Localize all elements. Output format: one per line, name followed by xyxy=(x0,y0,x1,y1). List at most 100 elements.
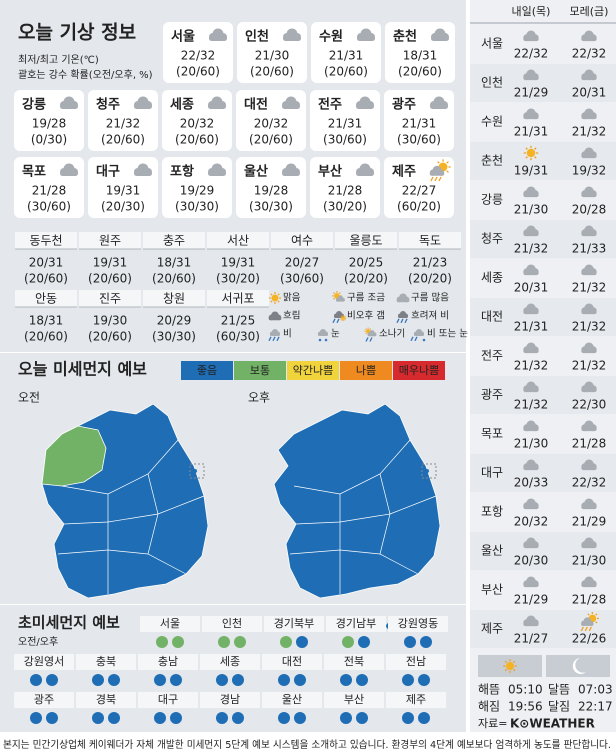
cloud-part xyxy=(356,104,374,109)
city-temp: 19/28 xyxy=(254,184,289,198)
dust-level xyxy=(393,361,445,380)
cloud-part xyxy=(523,387,539,393)
cell-header xyxy=(79,232,141,249)
cloud-part xyxy=(413,333,425,336)
dust-dot xyxy=(232,674,244,686)
map-inset xyxy=(421,463,437,479)
cell-header xyxy=(15,290,77,307)
forecast-temp: 21/29 xyxy=(572,515,607,529)
cloud-part xyxy=(283,36,301,41)
cloud-part xyxy=(523,582,539,588)
sun-ray xyxy=(534,147,537,150)
map-inset xyxy=(189,463,205,479)
forecast-city: 강릉 xyxy=(481,193,503,207)
forecast-temp: 20/31 xyxy=(514,281,549,295)
region-name: 충남 xyxy=(158,655,178,668)
sun-ray xyxy=(344,319,346,321)
dust-map xyxy=(273,403,441,632)
map-island xyxy=(425,469,429,473)
small-city-temp: 20/29 xyxy=(157,314,192,328)
page-title: 오늘 기상 정보 xyxy=(18,22,136,44)
sun-ray xyxy=(446,170,449,173)
legend-label: 구름 많음 xyxy=(411,293,449,304)
weather-icon xyxy=(523,537,539,549)
cloud-part xyxy=(367,333,377,337)
astro-time: 19:56 xyxy=(508,700,543,714)
weather-icon xyxy=(523,303,539,315)
section-title: 오늘 미세먼지 예보 xyxy=(18,360,147,379)
cloud-part xyxy=(523,36,539,42)
dust-dot xyxy=(30,674,42,686)
region-name: 경기북부 xyxy=(274,617,314,630)
city-rain: (20/60) xyxy=(250,65,294,79)
dust-dot xyxy=(108,674,120,686)
city-rain: (20/60) xyxy=(398,65,442,79)
dust-dot xyxy=(170,674,182,686)
cloud-part xyxy=(208,171,226,176)
cell-header xyxy=(143,232,205,249)
cloud-part xyxy=(523,543,539,549)
region-header xyxy=(264,616,324,632)
astro-time: 05:10 xyxy=(508,683,543,697)
cloud-part xyxy=(268,316,282,321)
city-rain: (20/60) xyxy=(249,133,293,147)
weather-icon xyxy=(581,30,597,42)
forecast-temp: 21/31 xyxy=(514,320,549,334)
cloud-part xyxy=(523,348,539,354)
dust-dot xyxy=(418,712,430,724)
cell-header xyxy=(335,232,397,249)
cell-header xyxy=(207,290,269,307)
city-rain: (30/60) xyxy=(397,133,441,147)
sun-ray xyxy=(595,621,598,624)
weather-icon xyxy=(523,420,539,432)
region-name: 울산 xyxy=(282,693,302,706)
region-name: 경남 xyxy=(220,693,240,706)
city-temp: 21/28 xyxy=(328,184,363,198)
flake xyxy=(324,338,328,342)
section-title: 초미세먼지 예보 xyxy=(18,614,120,632)
forecast-city: 대구 xyxy=(481,466,503,480)
cloud-part xyxy=(269,333,281,336)
region-name: 대전 xyxy=(282,655,302,668)
dust-dot xyxy=(156,636,168,648)
forecast-temp: 22/30 xyxy=(572,398,607,412)
small-city-temp: 20/25 xyxy=(349,256,384,270)
drop xyxy=(588,626,592,632)
dust-dot xyxy=(278,712,290,724)
city-name: 포항 xyxy=(170,164,194,180)
weather-icon xyxy=(581,420,597,432)
sun-ray xyxy=(595,613,598,616)
drop xyxy=(584,626,588,632)
weather-icon xyxy=(581,381,597,393)
dust-dot xyxy=(420,636,432,648)
flake xyxy=(318,338,322,342)
cloud-part xyxy=(523,114,539,120)
weather-icon xyxy=(581,186,597,198)
weather-icon xyxy=(523,264,539,276)
dust-dot xyxy=(340,712,352,724)
astro-label: 달뜸 xyxy=(548,683,570,697)
weather-icon xyxy=(208,163,226,176)
small-city-temp: 18/31 xyxy=(29,314,64,328)
city-name: 울산 xyxy=(244,164,268,180)
forecast-temp: 21/30 xyxy=(514,437,549,451)
city-name: 청주 xyxy=(96,97,120,113)
dust-level xyxy=(234,361,286,380)
dust-dot xyxy=(356,674,368,686)
cloud-part xyxy=(581,348,597,354)
cloud-part xyxy=(282,104,300,109)
weather-icon xyxy=(523,225,539,237)
sun-ray xyxy=(333,292,335,294)
city-rain: (30/30) xyxy=(175,200,219,214)
map-boundary xyxy=(295,495,437,525)
weather-icon xyxy=(523,342,539,354)
small-city-rain: (20/60) xyxy=(88,272,132,286)
forecast-temp: 21/32 xyxy=(514,359,549,373)
city-name: 제주 xyxy=(392,165,416,180)
cloud-part xyxy=(430,104,448,109)
drop xyxy=(410,336,414,342)
region-name: 전북 xyxy=(344,655,364,668)
city-rain: (20/60) xyxy=(176,65,220,79)
forecast-city: 광주 xyxy=(481,388,503,402)
